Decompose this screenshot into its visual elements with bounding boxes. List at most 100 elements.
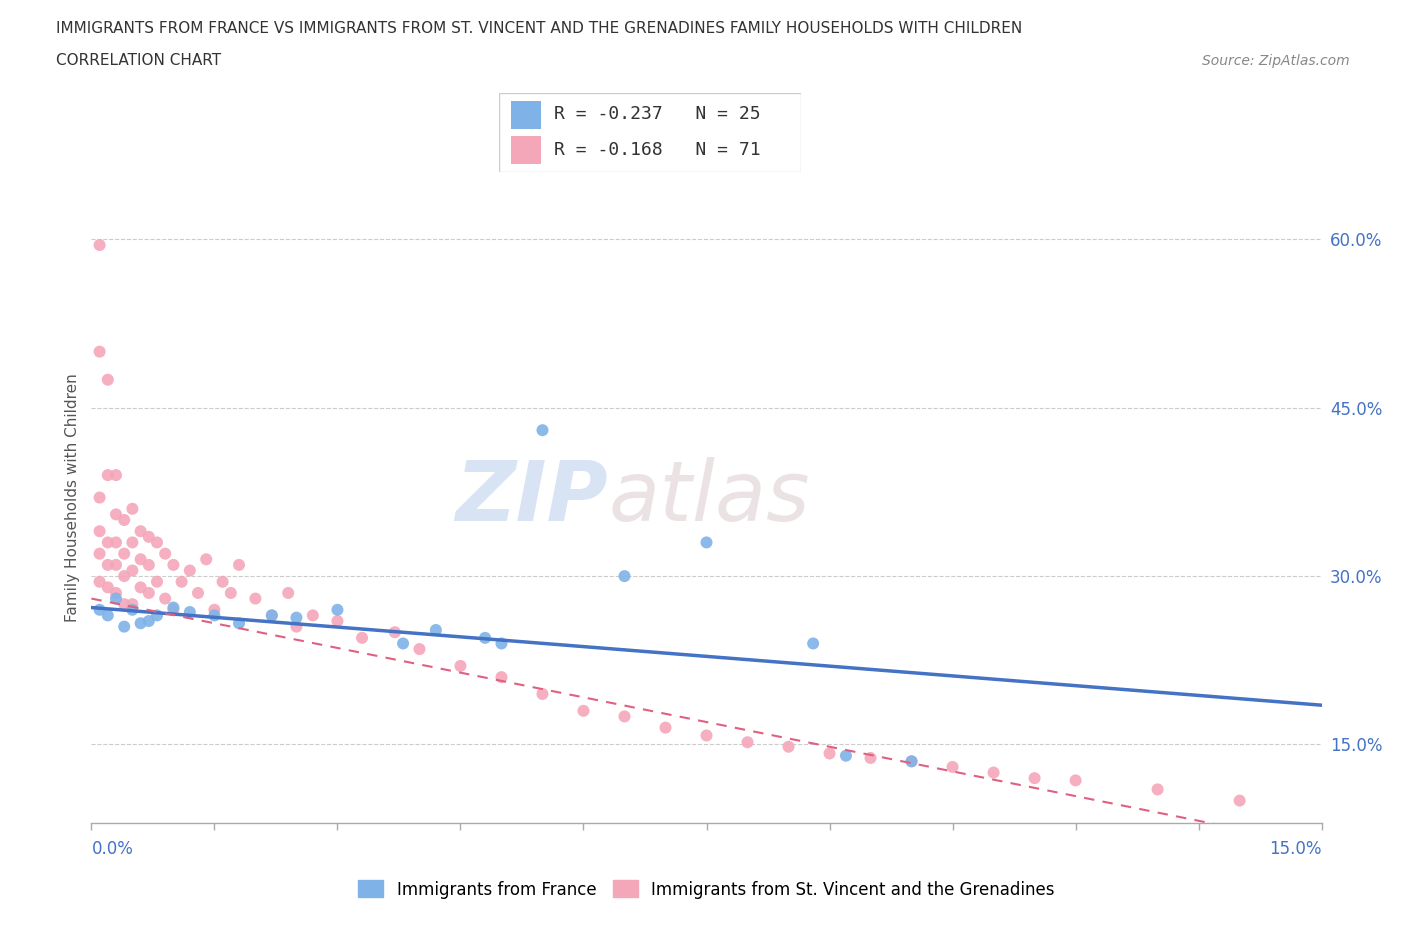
Text: CORRELATION CHART: CORRELATION CHART <box>56 53 221 68</box>
Point <box>112 546 135 561</box>
Point <box>153 591 177 606</box>
Point <box>613 568 636 583</box>
Point <box>384 625 406 640</box>
Point <box>187 586 209 601</box>
Point <box>983 765 1005 780</box>
Point <box>778 739 800 754</box>
Point <box>162 603 184 618</box>
Point <box>942 760 965 775</box>
Legend: Immigrants from France, Immigrants from St. Vincent and the Grenadines: Immigrants from France, Immigrants from … <box>352 873 1062 905</box>
Point <box>129 524 152 538</box>
Point <box>1146 782 1168 797</box>
Point <box>352 631 374 645</box>
Point <box>900 754 922 769</box>
Point <box>162 600 184 615</box>
Point <box>392 636 415 651</box>
Point <box>121 535 143 550</box>
Point <box>818 746 841 761</box>
Point <box>228 616 250 631</box>
Point <box>695 535 717 550</box>
Point <box>97 468 120 483</box>
Point <box>170 575 193 590</box>
Point <box>146 535 169 550</box>
Point <box>105 586 127 601</box>
Point <box>105 507 127 522</box>
Point <box>900 754 922 769</box>
Point <box>138 529 160 544</box>
Point <box>179 563 201 578</box>
Point <box>179 604 201 619</box>
Bar <box>512 137 541 165</box>
Point <box>195 551 218 566</box>
Point <box>105 557 127 572</box>
Point <box>219 586 242 601</box>
Point <box>474 631 496 645</box>
Point <box>112 568 135 583</box>
Point <box>531 686 554 701</box>
Bar <box>512 101 541 128</box>
Point <box>260 608 283 623</box>
Point <box>105 468 127 483</box>
Point <box>301 608 323 623</box>
Point <box>112 512 135 527</box>
Text: ZIP: ZIP <box>456 457 607 538</box>
Point <box>1064 773 1087 788</box>
Point <box>737 735 759 750</box>
Text: atlas: atlas <box>607 457 810 538</box>
Point <box>285 619 308 634</box>
Point <box>162 557 184 572</box>
Point <box>1229 793 1251 808</box>
Point <box>613 709 636 724</box>
Point <box>89 575 111 590</box>
Point <box>97 535 120 550</box>
Point <box>89 524 111 538</box>
Point <box>89 237 111 252</box>
Point <box>408 642 430 657</box>
Point <box>89 603 111 618</box>
Point <box>97 580 120 595</box>
Point <box>129 616 152 631</box>
Text: 0.0%: 0.0% <box>91 840 134 857</box>
Point <box>491 670 513 684</box>
Point <box>121 563 143 578</box>
Point <box>425 622 447 637</box>
Point <box>326 603 349 618</box>
Point <box>105 591 127 606</box>
Point <box>211 575 233 590</box>
Point <box>531 423 554 438</box>
Point <box>105 535 127 550</box>
Point <box>153 546 177 561</box>
Point <box>1024 771 1046 786</box>
Point <box>97 557 120 572</box>
Point <box>277 586 299 601</box>
Point <box>228 557 250 572</box>
Point <box>202 603 225 618</box>
Point <box>572 703 595 718</box>
Y-axis label: Family Households with Children: Family Households with Children <box>65 373 80 622</box>
Text: R = -0.168   N = 71: R = -0.168 N = 71 <box>554 141 761 159</box>
Point <box>112 619 135 634</box>
Point <box>146 608 169 623</box>
Point <box>146 575 169 590</box>
Point <box>97 608 120 623</box>
Text: R = -0.237   N = 25: R = -0.237 N = 25 <box>554 105 761 124</box>
Point <box>491 636 513 651</box>
Point <box>121 597 143 612</box>
Point <box>121 603 143 618</box>
Point <box>835 749 858 764</box>
Point <box>654 720 676 735</box>
Point <box>129 551 152 566</box>
Point <box>89 490 111 505</box>
Text: Source: ZipAtlas.com: Source: ZipAtlas.com <box>1202 54 1350 68</box>
Point <box>260 608 283 623</box>
Point <box>89 344 111 359</box>
FancyBboxPatch shape <box>499 93 801 172</box>
Point <box>202 608 225 623</box>
Point <box>326 614 349 629</box>
Point <box>97 372 120 387</box>
Text: 15.0%: 15.0% <box>1270 840 1322 857</box>
Point <box>121 501 143 516</box>
Text: IMMIGRANTS FROM FRANCE VS IMMIGRANTS FROM ST. VINCENT AND THE GRENADINES FAMILY : IMMIGRANTS FROM FRANCE VS IMMIGRANTS FRO… <box>56 20 1022 35</box>
Point <box>138 614 160 629</box>
Point <box>285 610 308 625</box>
